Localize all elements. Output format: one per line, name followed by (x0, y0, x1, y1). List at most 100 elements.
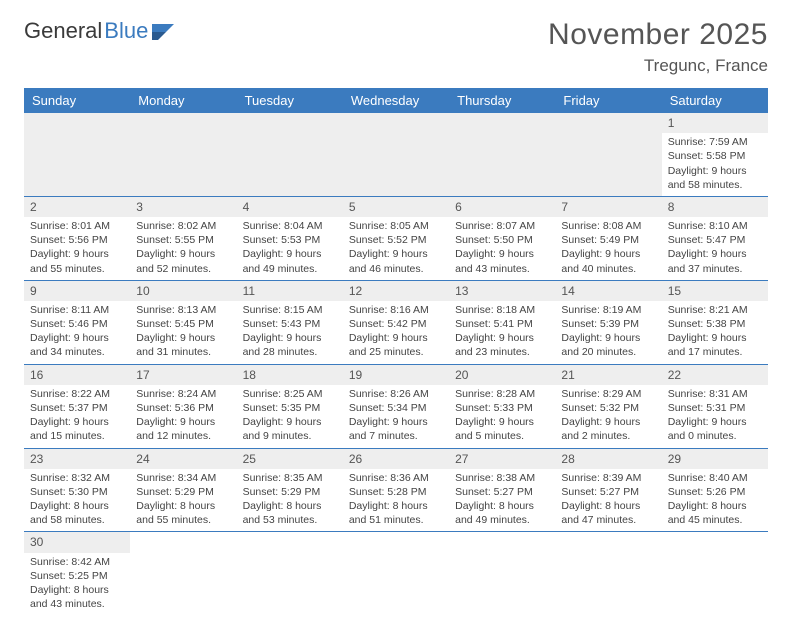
sunrise-text: Sunrise: 8:31 AM (668, 387, 762, 401)
daylight-text: Daylight: 9 hours and 5 minutes. (455, 415, 549, 443)
daylight-text: Daylight: 9 hours and 20 minutes. (561, 331, 655, 359)
daylight-text: Daylight: 9 hours and 28 minutes. (243, 331, 337, 359)
sunset-text: Sunset: 5:26 PM (668, 485, 762, 499)
calendar-cell: 6Sunrise: 8:07 AMSunset: 5:50 PMDaylight… (449, 196, 555, 280)
calendar-cell: 26Sunrise: 8:36 AMSunset: 5:28 PMDayligh… (343, 448, 449, 532)
daylight-text: Daylight: 8 hours and 43 minutes. (30, 583, 124, 611)
sunset-text: Sunset: 5:31 PM (668, 401, 762, 415)
calendar-cell: 12Sunrise: 8:16 AMSunset: 5:42 PMDayligh… (343, 280, 449, 364)
daylight-text: Daylight: 9 hours and 34 minutes. (30, 331, 124, 359)
logo-text-1: General (24, 18, 102, 44)
calendar-cell-empty (449, 113, 555, 196)
calendar-cell: 28Sunrise: 8:39 AMSunset: 5:27 PMDayligh… (555, 448, 661, 532)
sunrise-text: Sunrise: 8:25 AM (243, 387, 337, 401)
sunset-text: Sunset: 5:29 PM (136, 485, 230, 499)
day-number: 7 (555, 197, 661, 217)
calendar-cell-empty (555, 532, 661, 615)
sunrise-text: Sunrise: 8:42 AM (30, 555, 124, 569)
sunset-text: Sunset: 5:36 PM (136, 401, 230, 415)
header: GeneralBlue November 2025 Tregunc, Franc… (24, 18, 768, 76)
daylight-text: Daylight: 8 hours and 51 minutes. (349, 499, 443, 527)
daylight-text: Daylight: 8 hours and 58 minutes. (30, 499, 124, 527)
calendar-cell: 11Sunrise: 8:15 AMSunset: 5:43 PMDayligh… (237, 280, 343, 364)
day-number: 18 (237, 365, 343, 385)
day-number: 3 (130, 197, 236, 217)
day-number: 17 (130, 365, 236, 385)
day-number: 13 (449, 281, 555, 301)
calendar-week: 1Sunrise: 7:59 AMSunset: 5:58 PMDaylight… (24, 113, 768, 196)
sunrise-text: Sunrise: 8:24 AM (136, 387, 230, 401)
calendar-cell: 7Sunrise: 8:08 AMSunset: 5:49 PMDaylight… (555, 196, 661, 280)
sunset-text: Sunset: 5:49 PM (561, 233, 655, 247)
calendar-cell-empty (237, 532, 343, 615)
day-number: 15 (662, 281, 768, 301)
sunrise-text: Sunrise: 8:21 AM (668, 303, 762, 317)
sunrise-text: Sunrise: 8:35 AM (243, 471, 337, 485)
sunrise-text: Sunrise: 8:05 AM (349, 219, 443, 233)
daylight-text: Daylight: 9 hours and 46 minutes. (349, 247, 443, 275)
calendar-cell: 3Sunrise: 8:02 AMSunset: 5:55 PMDaylight… (130, 196, 236, 280)
calendar-cell-empty (237, 113, 343, 196)
daylight-text: Daylight: 9 hours and 49 minutes. (243, 247, 337, 275)
day-number: 26 (343, 449, 449, 469)
daylight-text: Daylight: 9 hours and 37 minutes. (668, 247, 762, 275)
sunrise-text: Sunrise: 8:34 AM (136, 471, 230, 485)
daylight-text: Daylight: 9 hours and 31 minutes. (136, 331, 230, 359)
calendar-cell: 19Sunrise: 8:26 AMSunset: 5:34 PMDayligh… (343, 364, 449, 448)
calendar-week: 2Sunrise: 8:01 AMSunset: 5:56 PMDaylight… (24, 196, 768, 280)
sunrise-text: Sunrise: 8:19 AM (561, 303, 655, 317)
calendar-week: 9Sunrise: 8:11 AMSunset: 5:46 PMDaylight… (24, 280, 768, 364)
calendar-cell: 22Sunrise: 8:31 AMSunset: 5:31 PMDayligh… (662, 364, 768, 448)
sunset-text: Sunset: 5:37 PM (30, 401, 124, 415)
sunset-text: Sunset: 5:56 PM (30, 233, 124, 247)
calendar-cell-empty (343, 532, 449, 615)
daylight-text: Daylight: 9 hours and 7 minutes. (349, 415, 443, 443)
day-number: 29 (662, 449, 768, 469)
day-number: 5 (343, 197, 449, 217)
daylight-text: Daylight: 9 hours and 17 minutes. (668, 331, 762, 359)
sunrise-text: Sunrise: 8:15 AM (243, 303, 337, 317)
calendar-cell: 15 Sunrise: 8:21 AMSunset: 5:38 PMDayligh… (662, 280, 768, 364)
day-number: 20 (449, 365, 555, 385)
calendar-cell: 25Sunrise: 8:35 AMSunset: 5:29 PMDayligh… (237, 448, 343, 532)
calendar-cell-empty (130, 532, 236, 615)
calendar-cell: 9Sunrise: 8:11 AMSunset: 5:46 PMDaylight… (24, 280, 130, 364)
sunset-text: Sunset: 5:38 PM (668, 317, 762, 331)
daylight-text: Daylight: 8 hours and 45 minutes. (668, 499, 762, 527)
sunset-text: Sunset: 5:32 PM (561, 401, 655, 415)
sunrise-text: Sunrise: 8:18 AM (455, 303, 549, 317)
sunset-text: Sunset: 5:25 PM (30, 569, 124, 583)
sunrise-text: Sunrise: 8:04 AM (243, 219, 337, 233)
sunrise-text: Sunrise: 8:28 AM (455, 387, 549, 401)
calendar-cell: 23Sunrise: 8:32 AMSunset: 5:30 PMDayligh… (24, 448, 130, 532)
day-number: 16 (24, 365, 130, 385)
day-number: 30 (24, 532, 130, 552)
day-number: 27 (449, 449, 555, 469)
daylight-text: Daylight: 8 hours and 47 minutes. (561, 499, 655, 527)
sunset-text: Sunset: 5:33 PM (455, 401, 549, 415)
daylight-text: Daylight: 9 hours and 15 minutes. (30, 415, 124, 443)
calendar-cell-empty (449, 532, 555, 615)
calendar-cell: 1Sunrise: 7:59 AMSunset: 5:58 PMDaylight… (662, 113, 768, 196)
calendar-cell: 5 Sunrise: 8:05 AMSunset: 5:52 PMDaylight… (343, 196, 449, 280)
calendar-week: 23Sunrise: 8:32 AMSunset: 5:30 PMDayligh… (24, 448, 768, 532)
calendar-table: SundayMondayTuesdayWednesdayThursdayFrid… (24, 88, 768, 615)
sunset-text: Sunset: 5:50 PM (455, 233, 549, 247)
sunrise-text: Sunrise: 8:39 AM (561, 471, 655, 485)
sunrise-text: Sunrise: 8:16 AM (349, 303, 443, 317)
day-number: 12 (343, 281, 449, 301)
sunrise-text: Sunrise: 8:40 AM (668, 471, 762, 485)
sunrise-text: Sunrise: 8:13 AM (136, 303, 230, 317)
sunset-text: Sunset: 5:30 PM (30, 485, 124, 499)
sunset-text: Sunset: 5:28 PM (349, 485, 443, 499)
sunset-text: Sunset: 5:53 PM (243, 233, 337, 247)
day-header: Monday (130, 88, 236, 113)
sunset-text: Sunset: 5:41 PM (455, 317, 549, 331)
calendar-cell: 18Sunrise: 8:25 AMSunset: 5:35 PMDayligh… (237, 364, 343, 448)
day-number: 6 (449, 197, 555, 217)
calendar-cell-empty (130, 113, 236, 196)
sunrise-text: Sunrise: 8:26 AM (349, 387, 443, 401)
sunset-text: Sunset: 5:52 PM (349, 233, 443, 247)
calendar-cell: 21Sunrise: 8:29 AMSunset: 5:32 PMDayligh… (555, 364, 661, 448)
daylight-text: Daylight: 9 hours and 0 minutes. (668, 415, 762, 443)
